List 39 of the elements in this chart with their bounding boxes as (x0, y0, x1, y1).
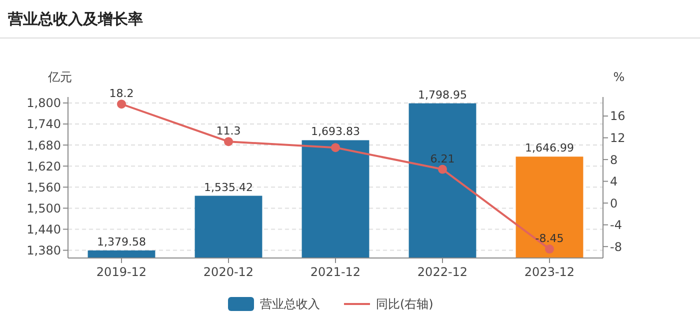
y-tick-label: 1,620 (26, 159, 61, 174)
point (331, 143, 340, 152)
x-tick-label: 2021-12 (310, 265, 361, 279)
y2-tick-label: -8 (610, 240, 622, 254)
y-tick-label: 1,800 (26, 96, 61, 110)
y2-tick-label: 12 (610, 130, 626, 145)
data-label: 6.21 (430, 152, 455, 166)
y2-tick-label: -4 (610, 218, 622, 232)
y2-tick-label: 16 (610, 109, 626, 124)
y-tick-label: 1,680 (26, 138, 61, 152)
x-tick-label: 2022-12 (417, 265, 468, 279)
point (438, 164, 447, 174)
x-tick-label: 2023-12 (524, 265, 575, 279)
y-tick-label: 1,380 (26, 243, 61, 258)
text: 1,646.99 (525, 142, 574, 155)
y-axis-title: 亿元 (47, 70, 72, 84)
y-tick-label: 1,740 (26, 117, 61, 132)
data-label: 18.2 (109, 87, 134, 100)
y-tick-label: 1,560 (26, 180, 61, 194)
legend-label: 同比(右轴) (376, 297, 434, 312)
point (117, 100, 126, 109)
text: 1,798.95 (418, 88, 467, 102)
x-tick-label: 2020-12 (203, 265, 254, 279)
y-tick-label: 1,440 (26, 222, 61, 236)
text: 1,693.83 (311, 125, 360, 138)
point (224, 137, 233, 146)
data-label: 11.3 (216, 124, 241, 138)
y2-axis-title: % (613, 70, 625, 84)
y2-tick-label: 0 (610, 196, 618, 210)
chart-title: 营业总收入及增长率 (7, 10, 143, 28)
y2-tick-label: 4 (610, 174, 618, 189)
text: 1,535.42 (204, 180, 253, 194)
x-tick-label: 2019-12 (96, 265, 147, 279)
point (545, 244, 554, 254)
text: 1,379.58 (97, 235, 146, 248)
y-tick-label: 1,500 (26, 201, 61, 216)
y2-tick-label: 8 (610, 152, 618, 167)
data-label: -8.45 (535, 232, 564, 246)
legend-label: 营业总收入 (260, 297, 320, 312)
